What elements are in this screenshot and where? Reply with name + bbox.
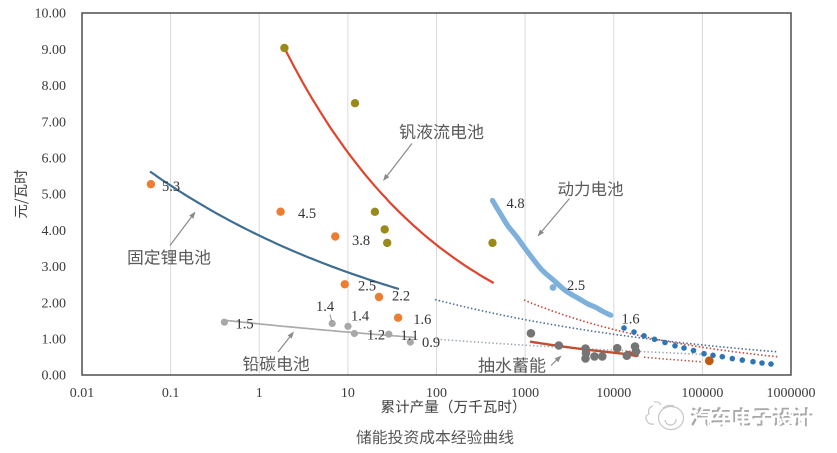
svg-text:1.5: 1.5 xyxy=(235,317,253,333)
svg-text:4.00: 4.00 xyxy=(42,224,67,239)
svg-text:10.00: 10.00 xyxy=(35,7,67,22)
svg-text:2.2: 2.2 xyxy=(392,289,410,305)
svg-text:3.00: 3.00 xyxy=(42,260,67,275)
svg-text:4.5: 4.5 xyxy=(298,206,316,222)
svg-text:1000000: 1000000 xyxy=(767,386,816,401)
svg-text:0.00: 0.00 xyxy=(42,369,67,384)
svg-text:1.6: 1.6 xyxy=(413,312,431,328)
svg-text:1.6: 1.6 xyxy=(621,312,639,328)
svg-text:5.00: 5.00 xyxy=(42,188,67,203)
svg-text:2.5: 2.5 xyxy=(567,278,585,294)
svg-text:1.00: 1.00 xyxy=(42,333,67,348)
svg-text:9.00: 9.00 xyxy=(42,43,67,58)
svg-text:0.9: 0.9 xyxy=(422,335,440,351)
svg-text:10000: 10000 xyxy=(596,386,631,401)
svg-text:10: 10 xyxy=(341,386,355,401)
svg-text:1.4: 1.4 xyxy=(351,309,370,325)
svg-text:2.00: 2.00 xyxy=(42,296,67,311)
svg-text:0.01: 0.01 xyxy=(70,386,95,401)
svg-text:4.8: 4.8 xyxy=(506,196,524,212)
svg-text:1.2: 1.2 xyxy=(367,328,385,344)
svg-text:5.3: 5.3 xyxy=(162,179,180,195)
svg-text:3.8: 3.8 xyxy=(352,233,370,249)
svg-text:1.4: 1.4 xyxy=(316,299,335,315)
svg-text:8.00: 8.00 xyxy=(42,79,67,94)
svg-text:6.00: 6.00 xyxy=(42,152,67,167)
svg-text:2.5: 2.5 xyxy=(358,279,376,295)
svg-text:7.00: 7.00 xyxy=(42,115,67,130)
svg-text:1: 1 xyxy=(256,386,263,401)
svg-text:1000: 1000 xyxy=(511,386,539,401)
svg-text:100000: 100000 xyxy=(681,386,723,401)
svg-text:100: 100 xyxy=(426,386,447,401)
svg-text:1.1: 1.1 xyxy=(400,328,418,344)
svg-text:0.1: 0.1 xyxy=(162,386,180,401)
